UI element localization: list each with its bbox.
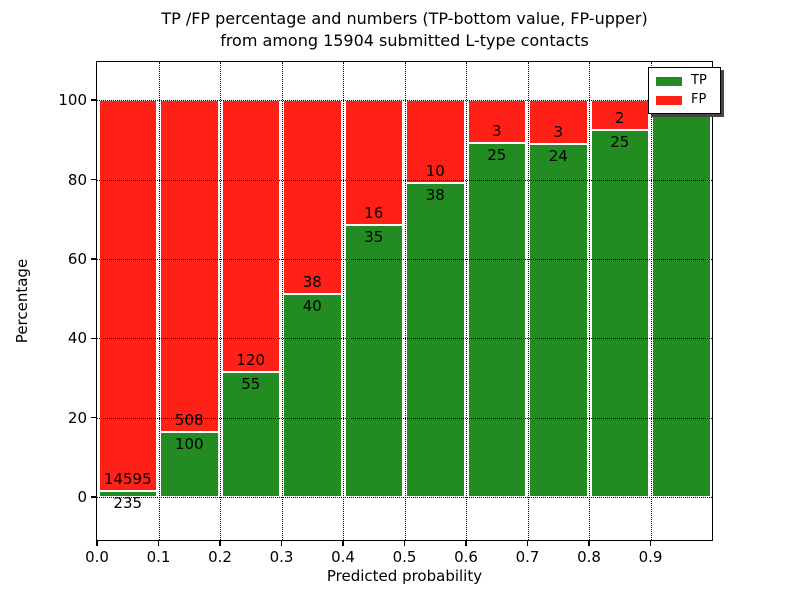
fp-count-label: 3 — [491, 121, 502, 140]
tp-legend-swatch-icon — [656, 76, 682, 86]
y-tick-label: 100 — [58, 91, 87, 110]
x-tick-mark — [403, 541, 406, 546]
x-gridline — [158, 62, 160, 540]
x-tick-label: 0.3 — [269, 548, 294, 566]
x-tick-label: 0.4 — [331, 548, 355, 566]
x-tick-label: 0.2 — [208, 548, 232, 566]
tp-count-label: 25 — [610, 132, 630, 151]
legend: TP FP — [648, 67, 721, 114]
chart-title-line-2: from among 15904 submitted L-type contac… — [220, 31, 589, 50]
tp-count-label: 25 — [487, 145, 507, 164]
x-tick-mark — [96, 541, 98, 546]
fp-count-label: 2 — [614, 108, 625, 127]
y-tick-label: 80 — [67, 170, 87, 189]
y-tick-label: 40 — [67, 329, 87, 348]
x-tick-mark — [219, 541, 221, 546]
bar-segment-fp — [221, 100, 280, 373]
x-tick-mark — [588, 541, 590, 546]
tp-count-label: 55 — [241, 375, 261, 394]
fp-count-label: 38 — [302, 272, 322, 291]
x-tick-label: 0.9 — [638, 548, 663, 566]
x-tick-label: 0.1 — [146, 548, 171, 566]
fp-count-label: 3 — [553, 123, 564, 142]
legend-item-fp: FP — [656, 92, 714, 108]
bar-segment-tp — [652, 100, 711, 498]
x-tick-label: 0.8 — [577, 548, 601, 566]
x-gridline — [527, 62, 529, 540]
x-tick-mark — [526, 541, 529, 546]
x-tick-label: 0.0 — [85, 548, 109, 566]
fp-count-label: 16 — [364, 203, 384, 222]
x-tick-label: 0.6 — [454, 548, 478, 566]
fp-count-label: 120 — [236, 351, 266, 370]
y-tick-mark — [91, 337, 96, 340]
x-axis-label: Predicted probability — [326, 567, 483, 585]
y-tick-mark — [91, 99, 96, 101]
x-gridline — [466, 62, 467, 540]
x-tick-mark — [157, 541, 160, 546]
tp-count-label: 100 — [174, 434, 204, 453]
tp-count-label: 235 — [113, 493, 143, 512]
fp-legend-swatch-icon — [656, 95, 682, 105]
y-tick-mark — [91, 416, 96, 419]
bar-segment-fp — [467, 100, 526, 143]
bar-segment-fp — [406, 100, 465, 183]
y-tick-mark — [91, 178, 96, 181]
chart-title-line-1: TP /FP percentage and numbers (TP-bottom… — [161, 9, 648, 28]
bar-segment-tp — [283, 293, 342, 498]
bar-segment-tp — [467, 142, 526, 498]
bar-segment-tp — [344, 224, 403, 498]
x-gridline — [343, 62, 344, 540]
fp-count-label: 508 — [174, 410, 204, 429]
y-tick-mark — [91, 258, 96, 260]
tp-count-label: 35 — [364, 227, 384, 246]
legend-label-fp: FP — [691, 92, 707, 107]
x-gridline — [589, 62, 590, 540]
bar-segment-tp — [406, 182, 465, 498]
tp-count-label: 24 — [548, 147, 568, 166]
x-tick-mark — [649, 541, 652, 546]
y-tick-label: 20 — [67, 408, 87, 427]
x-gridline — [404, 62, 406, 540]
bar-segment-tp — [590, 129, 649, 498]
x-gridline — [220, 62, 221, 540]
y-axis-label: Percentage — [13, 258, 31, 344]
x-tick-mark — [342, 541, 344, 546]
plot-area: 14595 235 508 100 120 55 38 40 16 35 10 38 3 25 3 24 2 25… — [97, 62, 712, 540]
bar-segment-fp — [283, 100, 342, 294]
x-gridline — [281, 62, 283, 540]
x-tick-mark — [465, 541, 467, 546]
legend-item-tp: TP — [656, 73, 714, 89]
tp-count-label: 38 — [425, 185, 445, 204]
fp-count-label: 10 — [425, 161, 445, 180]
x-tick-label: 0.5 — [392, 548, 417, 566]
bar-segment-tp — [160, 431, 219, 498]
x-gridline — [650, 62, 652, 540]
x-tick-mark — [280, 541, 283, 546]
y-tick-label: 0 — [77, 488, 87, 507]
legend-label-tp: TP — [691, 73, 707, 88]
fp-count-label: 14595 — [103, 469, 152, 488]
y-tick-label: 60 — [67, 249, 87, 268]
x-tick-label: 0.7 — [515, 548, 540, 566]
bar-segment-fp — [98, 100, 157, 491]
y-tick-mark — [91, 496, 96, 498]
bar-segment-tp — [529, 144, 588, 498]
bar-segment-tp — [221, 372, 280, 498]
bar-segment-tp — [98, 490, 157, 498]
tp-count-label: 40 — [302, 296, 322, 315]
bar-segment-fp — [160, 100, 219, 432]
